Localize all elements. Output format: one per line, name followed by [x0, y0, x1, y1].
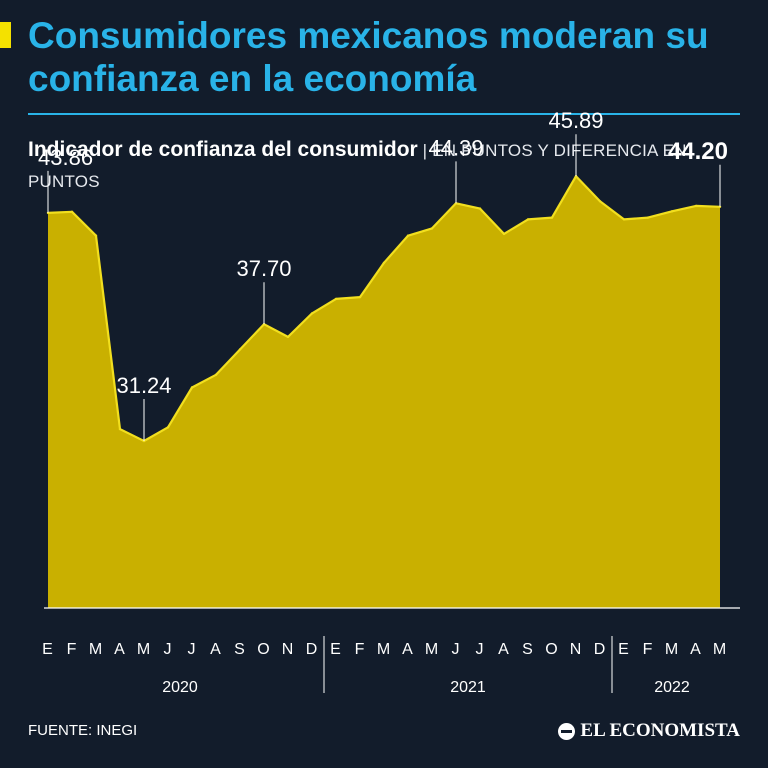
data-point [382, 261, 386, 264]
month-tick-label: E [330, 641, 342, 658]
month-tick-label: M [665, 641, 679, 658]
data-point [406, 234, 410, 237]
month-tick-label: D [594, 641, 607, 658]
data-point [166, 426, 170, 429]
data-point [214, 373, 218, 376]
data-point [598, 200, 602, 203]
month-tick-label: J [452, 641, 461, 658]
data-label: 37.70 [236, 256, 291, 281]
month-tick-label: E [618, 641, 630, 658]
data-point [70, 210, 74, 213]
month-tick-label: N [570, 641, 583, 658]
month-tick-label: A [402, 641, 414, 658]
data-point [478, 207, 482, 210]
chart-subtitle: Indicador de confianza del consumidor | … [28, 134, 728, 197]
area-fill [48, 176, 720, 608]
month-tick-label: M [425, 641, 439, 658]
data-label: 31.24 [116, 373, 171, 398]
data-label: 44.20 [668, 138, 728, 165]
brand-logo: EL ECONOMISTA [558, 720, 740, 742]
data-point [694, 204, 698, 208]
title-divider [28, 113, 740, 115]
chart-title: Consumidores mexicanos moderan su confia… [28, 15, 709, 99]
data-point [718, 205, 722, 208]
month-tick-label: A [114, 641, 126, 658]
data-point [430, 227, 434, 230]
month-tick-label: A [498, 641, 510, 658]
month-tick-label: S [522, 641, 534, 658]
brand-circle-icon [558, 722, 576, 740]
accent-bar [0, 22, 11, 48]
year-label: 2020 [162, 679, 198, 696]
month-tick-label: F [355, 641, 366, 658]
data-point [190, 386, 194, 389]
data-point [526, 218, 530, 221]
year-label: 2022 [654, 679, 690, 696]
month-tick-label: M [377, 641, 391, 658]
data-point [286, 335, 290, 339]
data-point [238, 348, 242, 351]
month-tick-label: A [690, 641, 702, 658]
subtitle-main: Indicador de confianza del consumidor [28, 138, 418, 161]
data-point [310, 312, 314, 315]
month-tick-label: E [42, 641, 54, 658]
data-point [334, 297, 338, 301]
month-tick-label: N [282, 641, 295, 658]
month-tick-label: F [643, 641, 654, 658]
month-tick-label: J [476, 641, 485, 658]
data-point [502, 232, 506, 236]
data-point [358, 295, 362, 299]
data-point [118, 427, 122, 431]
year-label: 2021 [450, 679, 486, 696]
data-point [646, 216, 650, 219]
data-label: 45.89 [548, 108, 603, 133]
month-tick-label: D [306, 641, 319, 658]
data-point [622, 218, 626, 221]
month-tick-label: O [545, 641, 558, 658]
month-tick-label: M [137, 641, 151, 658]
data-point [94, 234, 98, 237]
month-tick-label: O [257, 641, 270, 658]
month-tick-label: M [89, 641, 103, 658]
source-note: FUENTE: INEGI [28, 722, 138, 739]
subtitle-units: EN PUNTOS Y DIFERENCIA EN PUNTOS [28, 141, 687, 191]
month-tick-label: J [188, 641, 197, 658]
month-tick-label: S [234, 641, 246, 658]
month-tick-label: M [713, 641, 727, 658]
month-tick-label: J [164, 641, 173, 658]
month-tick-label: A [210, 641, 222, 658]
data-point [142, 439, 146, 443]
data-point [550, 216, 554, 219]
data-label: 44.39 [428, 135, 483, 160]
brand-name: EL ECONOMISTA [580, 720, 740, 741]
data-label: 43.86 [38, 145, 93, 170]
month-tick-label: F [67, 641, 78, 658]
data-point [670, 210, 674, 213]
subtitle-separator: | [417, 141, 433, 160]
